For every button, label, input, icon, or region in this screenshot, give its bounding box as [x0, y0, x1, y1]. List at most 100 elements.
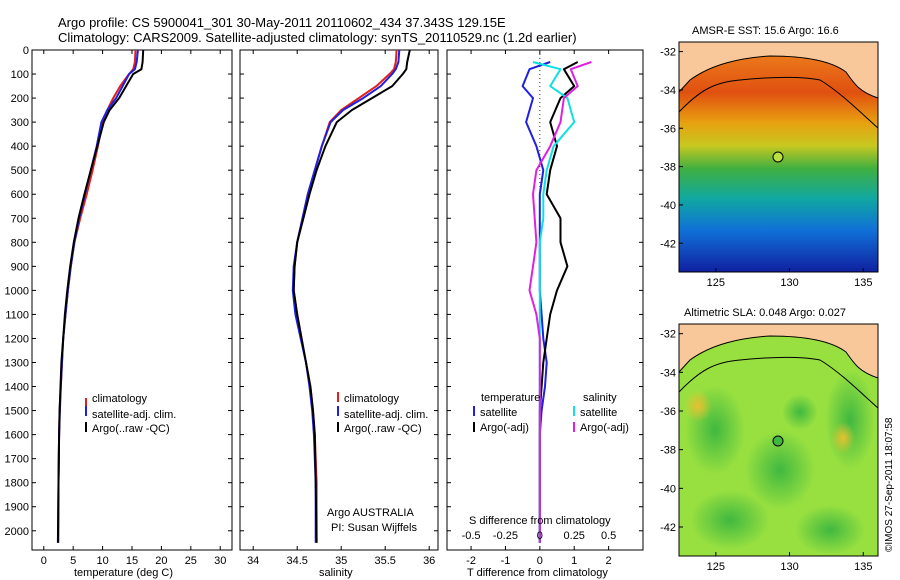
y-tick-label: 1700: [5, 454, 29, 466]
sla-map-title: Altimetric SLA: 0.048 Argo: 0.027: [684, 307, 846, 319]
map-y-tick-label: -36: [660, 406, 676, 418]
map-y-tick-label: -36: [660, 123, 676, 135]
legend-argo: Argo(..raw -QC): [344, 423, 422, 435]
y-tick-label: 500: [11, 165, 29, 177]
argo-australia-label: Argo AUSTRALIA: [327, 507, 414, 519]
x-tick-label: 36: [423, 555, 435, 567]
y-tick-label: 1500: [5, 406, 29, 418]
temperature-xlabel: temperature (deg C): [74, 567, 173, 579]
map-y-tick-label: -34: [660, 85, 676, 97]
y-tick-label: 600: [11, 189, 29, 201]
x-tick-label: 10: [96, 555, 108, 567]
map-y-tick-label: -42: [660, 238, 676, 250]
y-tick-label: 1300: [5, 358, 29, 370]
sla-coastline: [678, 335, 879, 379]
map-y-tick-label: -40: [660, 200, 676, 212]
y-tick-label: 400: [11, 141, 29, 153]
sla-front-contour: [678, 356, 879, 409]
legend-s-argo: Argo(-adj): [580, 422, 629, 434]
sst-front-contour: [678, 76, 879, 129]
y-tick-label: 1900: [5, 502, 29, 514]
header-line-2: Climatology: CARS2009. Satellite-adjuste…: [58, 30, 577, 45]
s-tick-label: -0.5: [462, 530, 481, 542]
x-tick-label: 0: [537, 555, 543, 567]
s-tick-label: 0: [537, 530, 543, 542]
y-tick-label: 1100: [5, 309, 29, 321]
map-x-tick-label: 135: [854, 561, 872, 573]
x-tick-label: 35.5: [374, 555, 395, 567]
y-tick-label: 1600: [5, 430, 29, 442]
y-tick-label: 2000: [5, 526, 29, 538]
pi-label: PI: Susan Wijffels: [331, 522, 417, 534]
y-tick-label: 300: [11, 117, 29, 129]
x-tick-label: 34.5: [286, 555, 307, 567]
sst-coastline: [678, 55, 879, 99]
y-tick-label: 1400: [5, 382, 29, 394]
map-y-tick-label: -40: [660, 483, 676, 495]
y-tick-label: 900: [11, 261, 29, 273]
y-tick-label: 800: [11, 237, 29, 249]
argo-position-marker: [772, 151, 784, 163]
x-tick-label: 1: [571, 555, 577, 567]
map-x-tick-label: 130: [780, 277, 798, 289]
legend-s-satellite: satellite: [580, 407, 617, 419]
legend-t-satellite: satellite: [480, 407, 517, 419]
y-tick-label: 700: [11, 213, 29, 225]
legend-satellite: satellite-adj. clim.: [344, 409, 428, 421]
header-line-1: Argo profile: CS 5900041_301 30-May-2011…: [58, 15, 506, 30]
x-tick-label: -1: [501, 555, 511, 567]
y-tick-label: 1200: [5, 333, 29, 345]
temperature-plot: 0 5 10 15 20 25 300100200300400500600700800900…: [5, 45, 232, 567]
y-tick-label: 0: [23, 45, 29, 57]
x-tick-label: 5: [70, 555, 76, 567]
x-tick-label: 2: [606, 555, 612, 567]
map-y-tick-label: -38: [660, 162, 676, 174]
map-y-tick-label: -34: [660, 367, 676, 379]
s-tick-label: 0.25: [564, 530, 585, 542]
sst-map-title: AMSR-E SST: 15.6 Argo: 16.6: [692, 25, 839, 37]
temperature-legend: climatology satellite-adj. clim. Argo(..…: [85, 393, 176, 435]
difference-plot: -2 -1 0 1 2: [447, 49, 643, 567]
salinity-legend: climatology satellite-adj. clim. Argo(..…: [337, 392, 428, 435]
legend-title-temperature: temperature: [481, 392, 540, 404]
map-x-tick-label: 125: [707, 561, 725, 573]
y-tick-label: 200: [11, 93, 29, 105]
map-x-tick-label: 130: [780, 561, 798, 573]
salinity-xlabel: salinity: [319, 567, 353, 579]
legend-satellite: satellite-adj. clim.: [92, 409, 176, 421]
salinity-panel: [239, 49, 439, 551]
temperature-panel: [31, 49, 233, 551]
map-y-tick-label: -32: [660, 329, 676, 341]
series-argo-raw-qc-: [56, 49, 145, 543]
series-argo-raw-qc-: [292, 49, 411, 543]
y-tick-label: 1800: [5, 478, 29, 490]
sla-map: [678, 323, 879, 557]
difference-panel: [446, 49, 644, 551]
difference-legend: temperature salinity satellite Argo(-adj…: [473, 392, 629, 434]
x-tick-label: 25: [185, 555, 197, 567]
s-difference-label: S difference from climatology: [469, 515, 611, 527]
series-s-argo-adj-: [528, 61, 592, 543]
salinity-plot: 34 34.5 35 35.5 36: [240, 49, 438, 567]
map-x-tick-label: 135: [854, 277, 872, 289]
map-y-tick-label: -42: [660, 522, 676, 534]
difference-xlabel: T difference from climatology: [467, 567, 608, 579]
map-y-tick-label: -32: [660, 47, 676, 59]
x-tick-label: 34: [247, 555, 259, 567]
s-tick-label: 0.5: [601, 530, 616, 542]
x-tick-label: 35: [335, 555, 347, 567]
argo-position-marker: [772, 435, 784, 447]
map-y-tick-label: -38: [660, 445, 676, 457]
y-tick-label: 1000: [5, 285, 29, 297]
x-tick-label: 30: [214, 555, 226, 567]
x-tick-label: 0: [41, 555, 47, 567]
legend-argo: Argo(..raw -QC): [92, 423, 170, 435]
legend-climatology: climatology: [344, 393, 400, 405]
legend-t-argo: Argo(-adj): [480, 422, 529, 434]
legend-climatology: climatology: [92, 393, 148, 405]
x-tick-label: 15: [126, 555, 138, 567]
s-tick-label: -0.25: [493, 530, 518, 542]
credit-text: ©IMOS 27-Sep-2011 18:07:58: [884, 417, 895, 552]
y-tick-label: 100: [11, 69, 29, 81]
